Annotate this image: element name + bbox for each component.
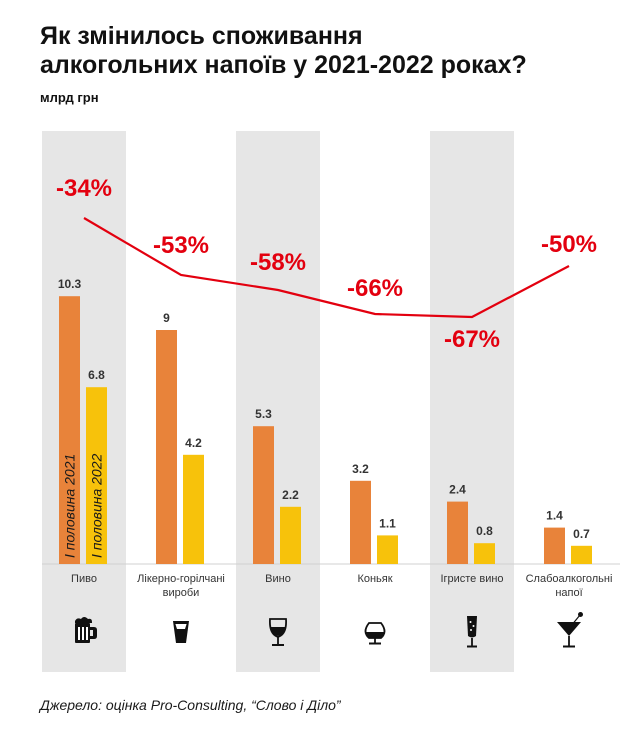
column-band (236, 131, 320, 672)
value-label-2021: 2.4 (449, 483, 466, 497)
change-label: -67% (444, 326, 500, 353)
category-label: Ігристе вино (440, 573, 503, 585)
icon-group (75, 612, 583, 648)
bar-2022 (377, 535, 398, 564)
value-label-2021: 9 (163, 311, 170, 325)
series-label-2022: I половина 2022 (89, 454, 105, 558)
column-band (42, 131, 126, 672)
value-label-2022: 0.7 (573, 527, 590, 541)
value-label-2021: 3.2 (352, 462, 369, 476)
value-label-2022: 6.8 (88, 368, 105, 382)
category-label: Пиво (71, 573, 97, 585)
unit-label: млрд грн (40, 90, 99, 105)
category-label: вироби (163, 587, 200, 599)
change-label: -50% (541, 231, 597, 258)
change-line-group (83, 217, 570, 319)
value-label-2021: 10.3 (58, 277, 82, 291)
bar-2022 (474, 543, 495, 564)
change-label: -53% (153, 232, 209, 259)
bar-2021 (544, 527, 565, 564)
value-label-2022: 0.8 (476, 524, 493, 538)
bar-group (59, 296, 592, 564)
bar-2021 (253, 426, 274, 564)
column-bands (42, 131, 620, 672)
cognac-glass-icon (364, 622, 386, 645)
category-label: Лікерно-горілчані (137, 573, 225, 585)
wine-glass-icon (269, 618, 287, 646)
change-label: -58% (250, 249, 306, 276)
value-label-2021: 5.3 (255, 407, 272, 421)
value-label-2021: 1.4 (546, 509, 563, 523)
bar-2022 (183, 454, 204, 564)
column-band (430, 131, 514, 672)
bar-2022 (86, 387, 107, 564)
category-label: напої (555, 587, 582, 599)
value-label-2022: 4.2 (185, 436, 202, 450)
value-label-2022: 1.1 (379, 516, 396, 530)
champagne-flute-icon (467, 616, 477, 648)
bar-2022 (571, 545, 592, 564)
change-label: -34% (56, 175, 112, 202)
bar-2021 (447, 501, 468, 564)
change-line (83, 217, 570, 319)
beer-mug-icon (75, 617, 97, 643)
cocktail-glass-icon (557, 612, 583, 648)
chart-title: Як змінилось споживання алкогольних напо… (40, 22, 527, 79)
series-label-2021: I половина 2021 (62, 454, 78, 558)
value-label-2022: 2.2 (282, 488, 299, 502)
label-group: 10.3 6.8 I половина 2021 I половина 2022 Пив… (56, 175, 612, 599)
change-label: -66% (347, 275, 403, 302)
category-label: Коньяк (357, 573, 392, 585)
shot-glass-icon (173, 621, 189, 643)
source-note: Джерело: оцінка Pro-Consulting, “Слово і… (40, 697, 341, 713)
bar-2021 (350, 480, 371, 564)
category-label: Слабоалкогольні (526, 573, 613, 585)
bar-2021 (59, 296, 80, 564)
bar-2022 (280, 506, 301, 564)
category-label: Вино (265, 573, 291, 585)
bar-2021 (156, 330, 177, 564)
